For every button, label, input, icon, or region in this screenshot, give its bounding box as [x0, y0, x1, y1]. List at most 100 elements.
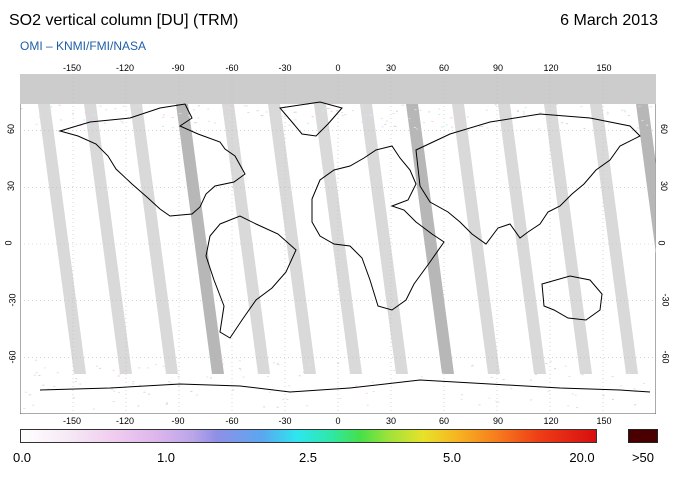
noise-pixel: [43, 367, 46, 369]
swath-gap: [498, 104, 546, 374]
noise-pixel: [49, 110, 52, 112]
noise-pixel: [229, 107, 232, 109]
lon-tick-bottom: -30: [278, 416, 292, 426]
noise-pixel: [23, 407, 26, 409]
noise-pixel: [461, 394, 464, 396]
noise-pixel: [307, 122, 310, 124]
noise-pixel: [138, 367, 141, 369]
retrieval-noise: [20, 104, 652, 410]
noise-pixel: [535, 373, 538, 375]
noise-pixel: [442, 372, 445, 374]
noise-pixel: [60, 119, 63, 121]
noise-pixel: [564, 365, 567, 367]
noise-pixel: [306, 104, 309, 106]
noise-pixel: [510, 388, 513, 390]
lat-tick-left: 0: [3, 240, 14, 246]
noise-pixel: [524, 107, 527, 109]
noise-pixel: [539, 111, 542, 113]
noise-pixel: [230, 108, 233, 110]
noise-pixel: [344, 114, 347, 116]
noise-pixel: [303, 371, 306, 373]
noise-pixel: [486, 127, 489, 129]
noise-pixel: [321, 110, 324, 112]
noise-pixel: [263, 406, 266, 408]
noise-pixel: [384, 123, 387, 125]
noise-pixel: [276, 406, 279, 408]
noise-pixel: [529, 379, 532, 381]
noise-pixel: [372, 391, 375, 393]
noise-pixel: [568, 376, 571, 378]
swath-gap: [636, 104, 656, 254]
noise-pixel: [75, 378, 78, 380]
noise-pixel: [40, 113, 43, 115]
lat-tick-right: -60: [660, 350, 671, 364]
noise-pixel: [583, 128, 586, 130]
noise-pixel: [24, 391, 27, 393]
noise-pixel: [197, 105, 200, 107]
noise-pixel: [103, 122, 106, 124]
noise-pixel: [298, 375, 301, 377]
noise-pixel: [463, 121, 466, 123]
noise-pixel: [450, 117, 453, 119]
noise-pixel: [187, 114, 190, 116]
noise-pixel: [238, 367, 241, 369]
noise-pixel: [288, 124, 291, 126]
noise-pixel: [34, 359, 37, 361]
noise-pixel: [495, 400, 498, 402]
noise-pixel: [20, 108, 23, 110]
noise-pixel: [445, 124, 448, 126]
noise-pixel: [497, 401, 500, 403]
noise-pixel: [88, 125, 91, 127]
noise-pixel: [58, 104, 61, 106]
noise-pixel: [99, 105, 102, 107]
noise-pixel: [478, 404, 481, 406]
noise-pixel: [286, 398, 289, 400]
noise-pixel: [114, 108, 117, 110]
noise-pixel: [363, 113, 366, 115]
noise-pixel: [441, 126, 444, 128]
noise-pixel: [170, 382, 173, 384]
noise-pixel: [328, 108, 331, 110]
noise-pixel: [485, 109, 488, 111]
noise-pixel: [457, 106, 460, 108]
noise-pixel: [479, 126, 482, 128]
noise-pixel: [165, 403, 168, 405]
colorbar: [20, 429, 597, 443]
noise-pixel: [316, 113, 319, 115]
lon-tick-top: -150: [62, 63, 82, 73]
noise-pixel: [530, 399, 533, 401]
noise-pixel: [161, 125, 164, 127]
noise-pixel: [47, 388, 50, 390]
lon-tick-top: 150: [596, 63, 612, 73]
noise-pixel: [571, 393, 574, 395]
noise-pixel: [646, 124, 649, 126]
noise-pixel: [403, 362, 406, 364]
lon-tick-bottom: -90: [171, 416, 185, 426]
lat-tick-left: -60: [7, 350, 18, 364]
noise-pixel: [29, 394, 32, 396]
noise-pixel: [337, 362, 340, 364]
noise-pixel: [431, 121, 434, 123]
lon-tick-bottom: -60: [225, 416, 239, 426]
noise-pixel: [214, 122, 217, 124]
noise-pixel: [120, 120, 123, 122]
asia-coast: [415, 113, 641, 245]
lon-tick-bottom: 30: [385, 416, 397, 426]
colorbar-label: 1.0: [156, 450, 176, 465]
noise-pixel: [490, 376, 493, 378]
noise-pixel: [261, 115, 264, 117]
noise-pixel: [210, 377, 213, 379]
noise-pixel: [197, 117, 200, 119]
noise-pixel: [494, 104, 497, 106]
noise-pixel: [195, 122, 198, 124]
noise-pixel: [79, 383, 82, 385]
noise-pixel: [207, 108, 210, 110]
noise-pixel: [162, 117, 165, 119]
noise-pixel: [619, 385, 622, 387]
noise-pixel: [38, 374, 41, 376]
noise-pixel: [414, 109, 417, 111]
noise-pixel: [581, 374, 584, 376]
lon-tick-top: 30: [385, 63, 397, 73]
noise-pixel: [138, 105, 141, 107]
swath-gap: [590, 104, 638, 374]
